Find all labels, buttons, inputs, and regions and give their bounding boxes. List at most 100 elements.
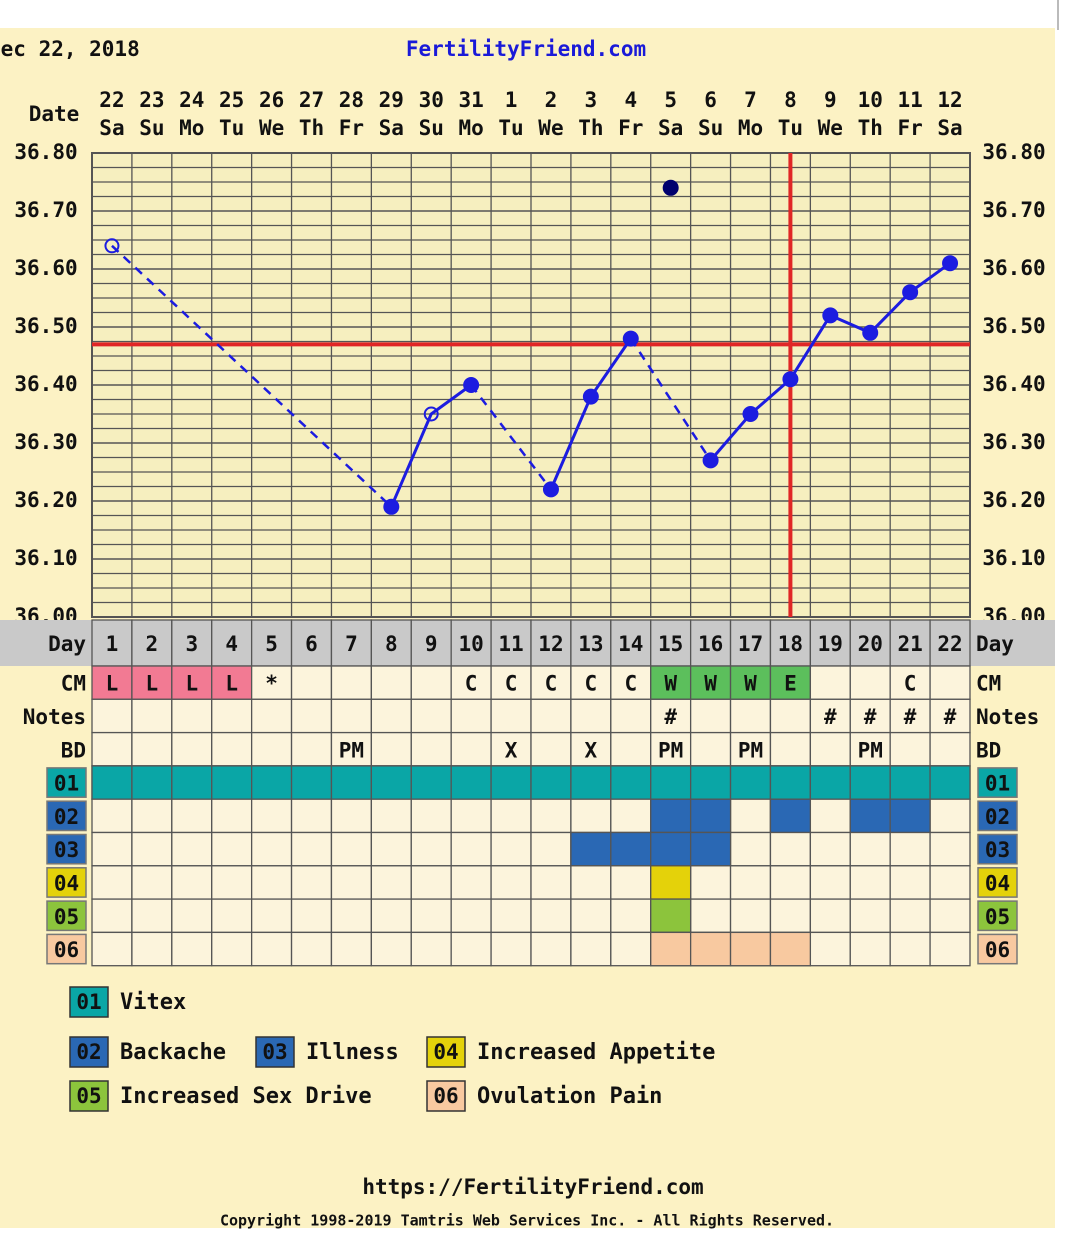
cm-entry: E (784, 672, 797, 696)
symptom-cell (450, 931, 492, 967)
weekday-label: Th (578, 116, 603, 140)
symptom-code: 03 (54, 838, 79, 862)
symptom-mark (610, 765, 652, 800)
symptom-code: 04 (54, 871, 79, 895)
day-number: 2 (146, 632, 159, 656)
notes-cell (171, 698, 213, 734)
bd-cell (450, 731, 492, 767)
temperature-point (942, 255, 959, 272)
symptom-code-right-box (977, 800, 1018, 832)
symptom-mark (849, 765, 891, 800)
date-label: 1 (505, 88, 518, 112)
weekday-label: Sa (658, 116, 683, 140)
symptom-cell (370, 865, 412, 900)
day-number: 3 (185, 632, 198, 656)
symptom-mark (689, 831, 732, 867)
bd-cell (689, 731, 732, 767)
symptom-mark (570, 765, 612, 800)
symptom-cell (490, 898, 532, 934)
bd-cell (530, 731, 572, 767)
symptom-cell (729, 798, 772, 834)
bd-entry: PM (858, 738, 883, 762)
symptom-cell (689, 865, 732, 900)
symptom-code-right: 06 (985, 938, 1010, 962)
symptom-mark (330, 765, 373, 800)
temperature-point (383, 498, 400, 515)
cm-entry: W (744, 672, 757, 696)
weekday-label: Th (299, 116, 324, 140)
legend-code: 03 (262, 1040, 287, 1064)
day-number: 18 (778, 632, 803, 656)
symptom-cell (849, 898, 891, 934)
date-label: 8 (784, 88, 797, 112)
weekday-label: Su (419, 116, 444, 140)
symptom-code-right: 02 (985, 805, 1010, 829)
date-label: 31 (458, 88, 483, 112)
weekday-label: Su (698, 116, 723, 140)
symptom-code: 01 (54, 772, 79, 796)
cm-cell (171, 665, 213, 700)
chart-date: Dec 22, 2018 (0, 37, 140, 61)
notes-entry: # (944, 705, 957, 729)
bd-entry: PM (658, 738, 683, 762)
symptom-cell (889, 931, 931, 967)
symptom-cell (769, 865, 812, 900)
date-label: 11 (897, 88, 922, 112)
symptom-code-right-box (977, 767, 1018, 798)
y-tick-label: 36.40 (14, 372, 77, 396)
bd-cell (370, 731, 412, 767)
symptom-cell (370, 898, 412, 934)
symptom-cell (929, 798, 971, 834)
symptom-mark (889, 798, 931, 834)
notes-cell (849, 698, 891, 734)
symptom-cell (490, 865, 532, 900)
symptom-cell (610, 931, 652, 967)
symptom-code: 06 (54, 938, 79, 962)
symptom-cell (290, 931, 333, 967)
temperature-point (902, 284, 919, 301)
y-tick-label-right: 36.70 (982, 198, 1045, 222)
row-label: Notes (23, 705, 86, 729)
temperature-point (862, 324, 879, 341)
row-label: CM (61, 672, 86, 696)
notes-cell (729, 698, 772, 734)
symptom-cell (171, 798, 213, 834)
temperature-point (463, 377, 480, 393)
y-tick-label-right: 36.30 (982, 430, 1045, 454)
temperature-point (542, 481, 559, 498)
symptom-mark (91, 765, 133, 800)
legend-name: Vitex (120, 990, 186, 1015)
bd-cell (809, 731, 851, 767)
day-number: 10 (458, 632, 483, 656)
day-cell (809, 619, 851, 667)
symptom-cell (809, 831, 851, 867)
cm-entry: C (624, 672, 637, 696)
bd-cell (250, 731, 293, 767)
date-label: Date (29, 102, 80, 126)
symptom-cell (450, 865, 492, 900)
notes-cell (91, 698, 133, 734)
symptom-cell (91, 898, 133, 934)
day-cell (729, 619, 772, 667)
day-cell (769, 619, 812, 667)
bd-cell (91, 731, 133, 767)
notes-cell (570, 698, 612, 734)
legend-box (255, 1036, 295, 1068)
day-number: 13 (578, 632, 603, 656)
cm-entry: C (585, 672, 598, 696)
legend-code: 02 (76, 1040, 101, 1064)
symptom-cell (729, 898, 772, 934)
row-label: BD (61, 738, 86, 762)
bd-cell (490, 731, 532, 767)
notes-cell (929, 698, 971, 734)
y-tick-label: 36.70 (14, 198, 77, 222)
symptom-code-box (46, 800, 87, 832)
symptom-cell (290, 865, 333, 900)
symptom-code-right: 04 (985, 871, 1010, 895)
symptom-mark (650, 898, 692, 934)
notes-cell (809, 698, 851, 734)
symptom-mark (729, 931, 772, 967)
day-number: 8 (385, 632, 398, 656)
temperature-line (389, 383, 473, 508)
